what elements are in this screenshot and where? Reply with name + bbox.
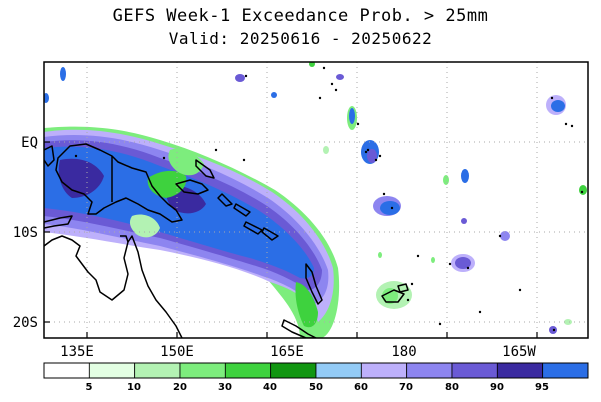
coastlines: [44, 143, 409, 338]
coast-halmahera: [44, 145, 55, 167]
lat-tick-labels: EQ 10S 20S: [13, 135, 38, 331]
map-frame: [43, 61, 589, 339]
coast-new-ireland: [195, 159, 215, 179]
lon-label-150e: 150E: [160, 344, 194, 360]
band-green-solomons: [168, 148, 204, 176]
lon-label-180: 180: [391, 344, 416, 360]
colorbar-swatch-7: [360, 362, 408, 379]
colorbar-swatch-8: [406, 362, 453, 379]
cb-label-95: 95: [535, 382, 549, 393]
island-dots: [74, 66, 584, 332]
coast-new-britain: [175, 179, 209, 195]
colorbar-swatch-6: [315, 362, 362, 379]
coast-solomon-1: [233, 203, 251, 217]
coast-australia: [44, 235, 183, 338]
colorbar-swatch-3: [179, 362, 226, 379]
cb-label-40: 40: [263, 382, 277, 393]
lon-label-165e: 165E: [270, 344, 304, 360]
coast-fiji: [381, 289, 405, 303]
colorbar-swatch-4: [224, 362, 272, 379]
cb-label-50: 50: [309, 382, 323, 393]
valid-dates: Valid: 20250616 - 20250622: [168, 29, 433, 48]
cb-label-30: 30: [218, 382, 232, 393]
map-title: GEFS Week-1 Exceedance Prob. > 25mm: [112, 6, 489, 26]
lon-label-135e: 135E: [60, 344, 94, 360]
colorbar-swatch-9: [451, 362, 498, 379]
coast-solomon-2: [243, 221, 263, 235]
probability-shading: [44, 62, 587, 338]
coast-new-caledonia: [281, 319, 317, 338]
colorbar-swatch-10: [496, 362, 544, 379]
cb-label-10: 10: [127, 382, 141, 393]
colorbar-swatch-1: [88, 362, 136, 379]
coast-timor: [44, 215, 73, 229]
lon-tick-labels: 135E 150E 165E 180 165W: [60, 344, 536, 360]
cb-label-80: 80: [445, 382, 459, 393]
colorbar-swatch-2: [134, 362, 181, 379]
coast-new-guinea: [55, 143, 183, 223]
coast-cape-york: [120, 235, 129, 243]
colorbar: 5 10 20 30 40 50 60 70 80 90 95: [43, 362, 589, 393]
cb-label-60: 60: [354, 382, 368, 393]
cb-label-5: 5: [86, 382, 93, 393]
band-green-vanuatu: [295, 282, 318, 328]
cb-label-90: 90: [490, 382, 504, 393]
colorbar-labels: 5 10 20 30 40 50 60 70 80 90 95: [86, 382, 549, 393]
lat-label-20s: 20S: [13, 315, 38, 331]
band-green-coral-sea: [129, 214, 160, 238]
cb-label-20: 20: [173, 382, 187, 393]
colorbar-swatch-5: [270, 362, 317, 379]
coast-bougainville: [217, 193, 233, 207]
lat-label-10s: 10S: [13, 225, 38, 241]
coast-vanuatu: [305, 263, 323, 305]
colorbar-frame: [43, 362, 589, 379]
lon-label-165w: 165W: [502, 344, 536, 360]
tick-marks: [44, 141, 538, 338]
gridlines: [44, 62, 588, 338]
lat-label-eq: EQ: [21, 135, 38, 151]
colorbar-swatch-0: [43, 362, 90, 379]
coast-fiji-2: [397, 283, 409, 293]
scattered-cells: [44, 62, 587, 334]
colorbar-swatches: [43, 362, 589, 379]
colorbar-swatch-11: [542, 362, 589, 379]
main-rain-band: [44, 126, 340, 338]
coast-solomon-3: [261, 227, 279, 241]
cb-label-70: 70: [399, 382, 413, 393]
